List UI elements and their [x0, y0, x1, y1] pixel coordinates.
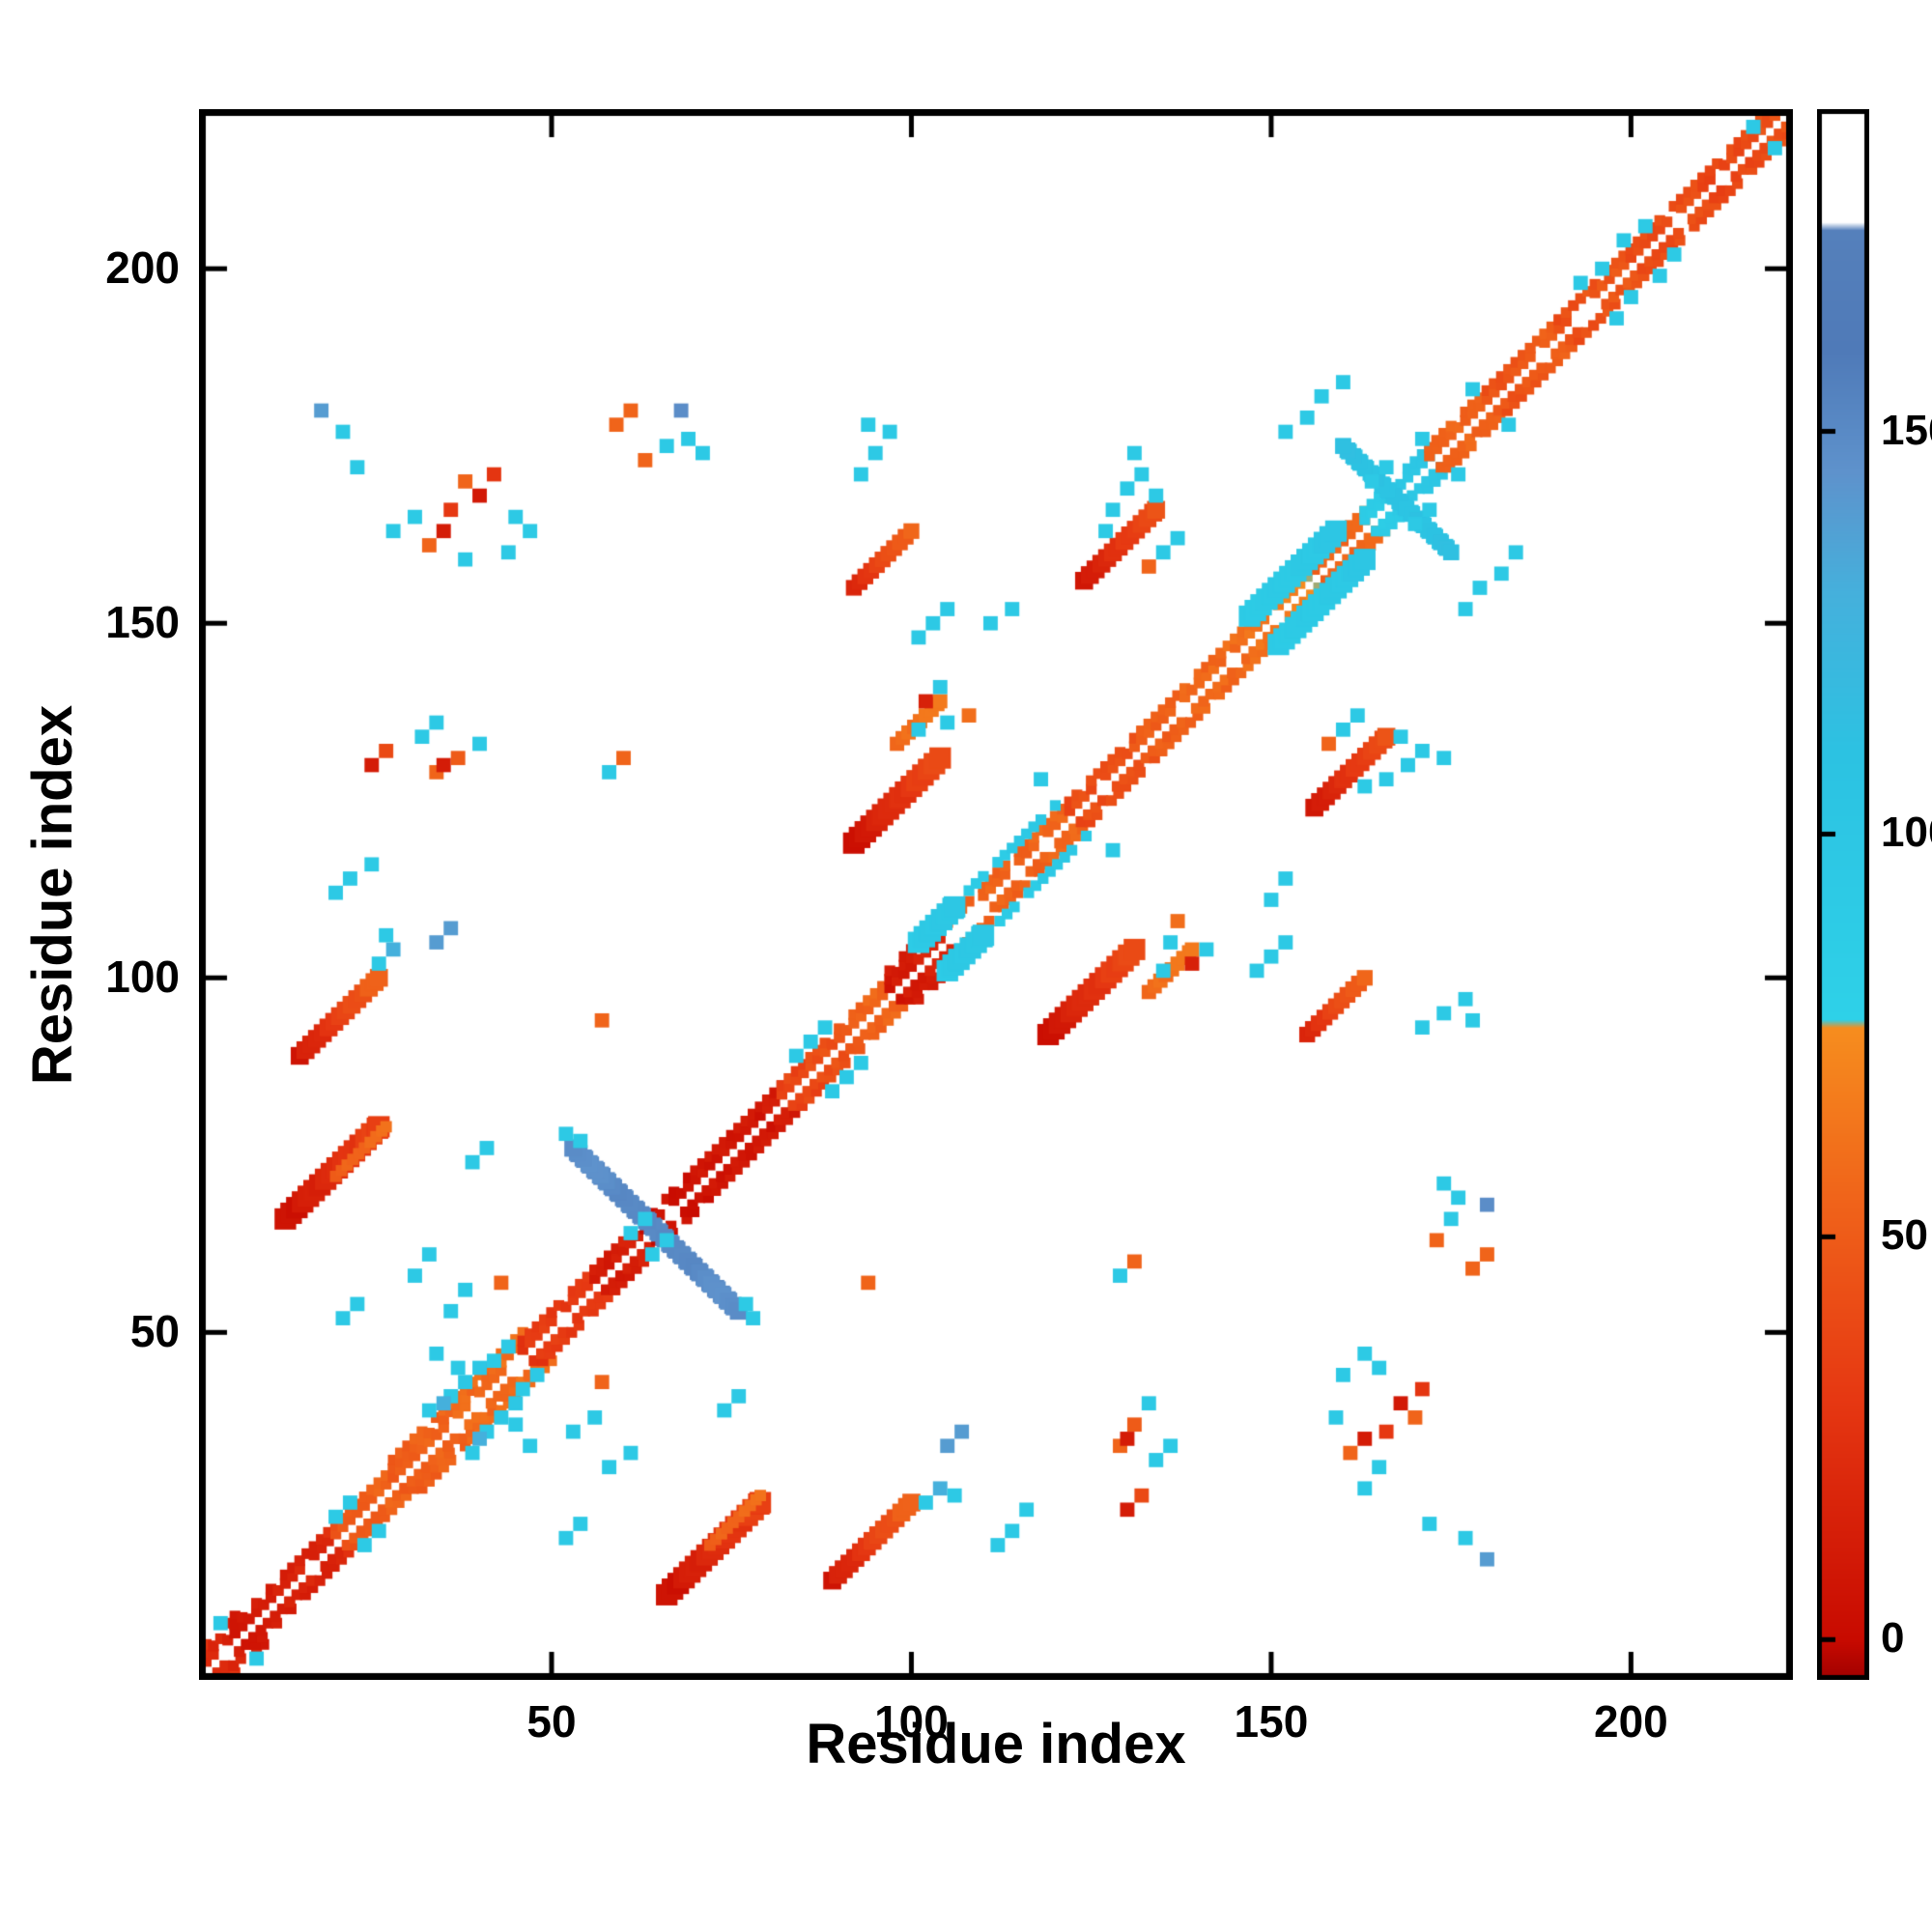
y-tick-label: 100	[105, 952, 180, 1003]
colorbar-tick-label: 100	[1881, 809, 1932, 857]
x-tick-label: 150	[1234, 1696, 1309, 1747]
colorbar-tick-label: 0	[1881, 1614, 1905, 1662]
contact-map-canvas	[199, 109, 1793, 1680]
colorbar-tick-label: 50	[1881, 1211, 1928, 1260]
y-axis-label: Residue index	[21, 704, 85, 1085]
x-tick-label: 50	[526, 1696, 577, 1747]
y-tick-label: 50	[129, 1306, 180, 1357]
y-tick-label: 150	[105, 597, 180, 648]
colorbar-tick-label: 150	[1881, 406, 1932, 454]
x-axis-label: Residue index	[806, 1713, 1186, 1776]
y-tick-label: 200	[105, 242, 180, 294]
x-tick-label: 100	[874, 1696, 949, 1747]
colorbar	[1817, 109, 1869, 1680]
x-tick-label: 200	[1594, 1696, 1668, 1747]
